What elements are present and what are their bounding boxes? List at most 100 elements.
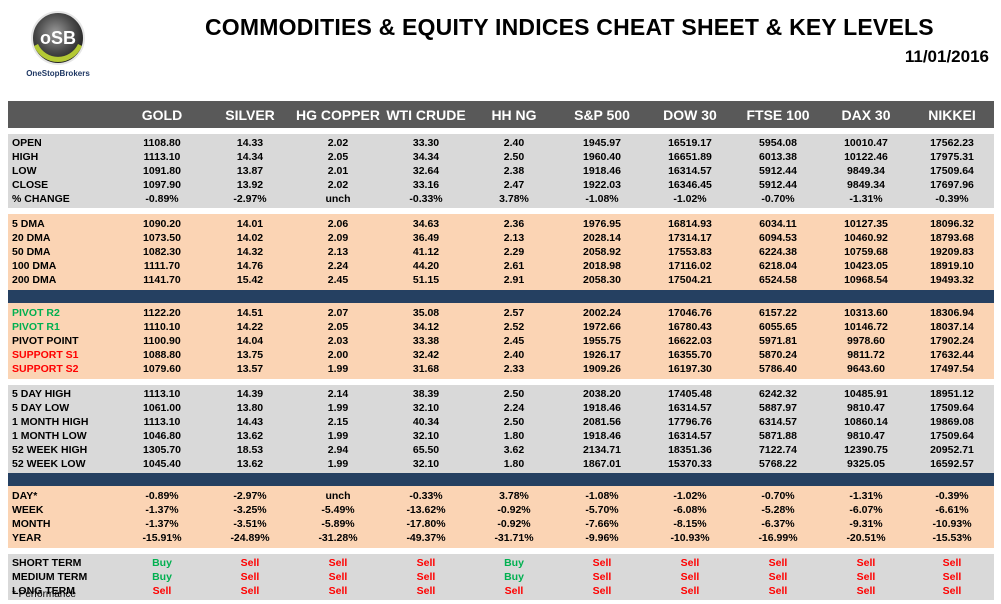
value-cell: 10759.68 <box>844 246 888 258</box>
value-cell: 2.09 <box>327 232 349 244</box>
table-row: PIVOT POINT 1100.90 14.04 2.03 33.38 2.45 1955… <box>8 334 994 348</box>
value-cell: 2.94 <box>327 444 349 456</box>
value-cell: 1113.10 <box>143 151 181 163</box>
column-header: SILVER <box>225 106 275 123</box>
section-separator <box>8 548 994 554</box>
table-row: % CHANGE -0.89% -2.97% unch -0.33% 3.78% -1.08… <box>8 192 994 206</box>
row-label: SUPPORT S2 <box>12 363 79 375</box>
value-cell: -0.89% <box>145 490 179 502</box>
signal-cell: Sell <box>942 557 962 569</box>
row-label: PIVOT POINT <box>12 335 79 347</box>
value-cell: 10968.54 <box>844 274 888 286</box>
value-cell: 1097.90 <box>143 179 181 191</box>
value-cell: 16519.17 <box>668 137 712 149</box>
value-cell: 16651.89 <box>668 151 712 163</box>
value-cell: 10423.05 <box>844 260 888 272</box>
signal-cell: Sell <box>856 557 876 569</box>
value-cell: 17314.17 <box>668 232 712 244</box>
row-label: MEDIUM TERM <box>12 571 88 583</box>
value-cell: 2.01 <box>327 165 349 177</box>
value-cell: 5912.44 <box>759 165 797 177</box>
signal-cell: Buy <box>152 571 172 583</box>
value-cell: 1918.46 <box>583 430 621 442</box>
row-label: 5 DAY HIGH <box>12 388 71 400</box>
row-label: LONG TERM <box>12 585 75 597</box>
row-label: PIVOT R1 <box>12 321 60 333</box>
value-cell: 32.42 <box>412 349 440 361</box>
value-cell: 14.34 <box>236 151 264 163</box>
value-cell: 19869.08 <box>930 416 974 428</box>
value-cell: 2.50 <box>503 416 525 428</box>
value-cell: 32.10 <box>412 402 440 414</box>
value-cell: 9811.72 <box>847 349 885 361</box>
value-cell: 2.13 <box>503 232 525 244</box>
signal-cell: Sell <box>942 571 962 583</box>
value-cell: 14.01 <box>236 218 264 230</box>
value-cell: 9810.47 <box>847 430 885 442</box>
signal-cell: Sell <box>856 585 876 597</box>
value-cell: -0.39% <box>935 193 969 205</box>
value-cell: 1.99 <box>327 458 349 470</box>
column-header: WTI CRUDE <box>386 106 466 123</box>
table-row: LONG TERM Sell Sell Sell Sell Sell Sell Sell Sel… <box>8 584 994 598</box>
value-cell: -17.80% <box>406 518 446 530</box>
row-label: 1 MONTH HIGH <box>12 416 89 428</box>
value-cell: 34.12 <box>412 321 440 333</box>
value-cell: 34.63 <box>412 218 440 230</box>
section-separator <box>8 473 994 486</box>
value-cell: -10.93% <box>670 532 710 544</box>
value-cell: 1918.46 <box>583 165 621 177</box>
value-cell: 19493.32 <box>930 274 974 286</box>
value-cell: -20.51% <box>846 532 886 544</box>
value-cell: 51.15 <box>412 274 440 286</box>
value-cell: 1108.80 <box>143 137 181 149</box>
value-cell: 16622.03 <box>668 335 712 347</box>
value-cell: 5786.40 <box>759 363 797 375</box>
value-cell: 17405.48 <box>668 388 712 400</box>
value-cell: 2.02 <box>327 137 349 149</box>
value-cell: 32.10 <box>412 458 440 470</box>
value-cell: 16814.93 <box>668 218 712 230</box>
section-block: 5 DMA 1090.20 14.01 2.06 34.63 2.36 1976.95 168… <box>8 214 994 290</box>
signal-cell: Sell <box>240 585 260 597</box>
value-cell: 18793.68 <box>930 232 974 244</box>
value-cell: 13.80 <box>236 402 264 414</box>
section-block: SHORT TERM Buy Sell Sell Sell Buy Sell Sell Sell… <box>8 554 994 600</box>
signal-cell: Sell <box>328 557 348 569</box>
value-cell: 33.16 <box>412 179 440 191</box>
value-cell: 17509.64 <box>930 165 974 177</box>
value-cell: 2018.98 <box>583 260 621 272</box>
table-row: SHORT TERM Buy Sell Sell Sell Buy Sell Sell Sell… <box>8 556 994 570</box>
value-cell: 14.43 <box>236 416 264 428</box>
table-row: 52 WEEK LOW 1045.40 13.62 1.99 32.10 1.80 1867… <box>8 457 994 471</box>
value-cell: 2081.56 <box>583 416 621 428</box>
value-cell: 17509.64 <box>930 402 974 414</box>
value-cell: 1960.40 <box>583 151 621 163</box>
value-cell: 17504.21 <box>668 274 712 286</box>
value-cell: 19209.83 <box>930 246 974 258</box>
value-cell: 1.99 <box>327 430 349 442</box>
table-row: 200 DMA 1141.70 15.42 2.45 51.15 2.91 2058.30 1… <box>8 273 994 287</box>
logo-name: OneStopBrokers <box>26 69 90 78</box>
row-label: MONTH <box>12 518 51 530</box>
value-cell: 1909.26 <box>583 363 621 375</box>
value-cell: 9643.60 <box>847 363 885 375</box>
table-header: GOLD SILVER HG COPPER WTI CRUDE HH NG S&P 500… <box>8 101 994 128</box>
value-cell: 17632.44 <box>930 349 974 361</box>
table-row: 52 WEEK HIGH 1305.70 18.53 2.94 65.50 3.62 213… <box>8 443 994 457</box>
value-cell: 2134.71 <box>583 444 621 456</box>
signal-cell: Sell <box>856 571 876 583</box>
value-cell: -0.89% <box>145 193 179 205</box>
value-cell: 1.99 <box>327 363 349 375</box>
value-cell: 2.07 <box>327 307 349 319</box>
value-cell: 2.05 <box>327 321 349 333</box>
section-block: 5 DAY HIGH 1113.10 14.39 2.14 38.39 2.50 2038.… <box>8 385 994 473</box>
value-cell: -9.96% <box>585 532 619 544</box>
value-cell: 1091.80 <box>143 165 181 177</box>
value-cell: 18351.36 <box>668 444 712 456</box>
value-cell: -1.31% <box>849 490 883 502</box>
value-cell: 32.64 <box>412 165 440 177</box>
signal-cell: Buy <box>152 557 172 569</box>
column-header: FTSE 100 <box>746 106 810 123</box>
value-cell: -13.62% <box>406 504 446 516</box>
